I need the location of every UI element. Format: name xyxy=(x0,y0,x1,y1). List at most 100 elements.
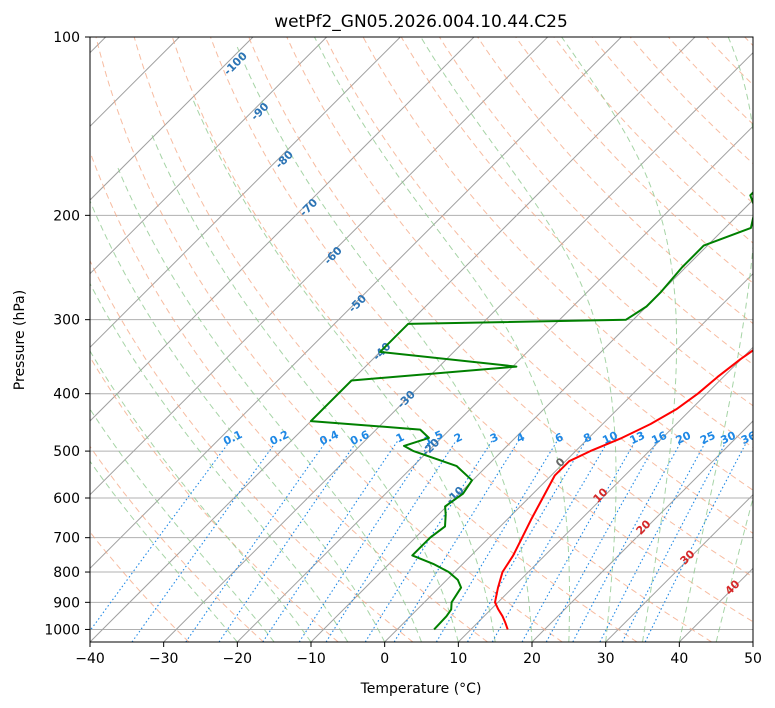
dry-adiabat-line xyxy=(591,37,753,204)
moist-adiabat-label: 0 xyxy=(553,455,568,470)
dry-adiabat-line xyxy=(553,37,753,244)
isotherm-line xyxy=(90,37,622,570)
mixing-ratio-label: 0.6 xyxy=(348,428,371,448)
isotherm-line xyxy=(457,346,753,642)
moist-adiabat-line xyxy=(90,408,275,642)
y-tick-label: 1000 xyxy=(44,622,80,638)
mixing-ratio-label: 6 xyxy=(553,430,566,445)
y-tick-label: 500 xyxy=(53,444,80,460)
mixing-ratio-line xyxy=(644,440,748,642)
x-tick-label: −40 xyxy=(75,651,105,667)
isotherm-line xyxy=(90,37,401,349)
moist-adiabat-line xyxy=(117,167,422,642)
isotherm-line xyxy=(90,37,549,496)
mixing-ratio-label: 3 xyxy=(488,431,500,446)
background-lines xyxy=(90,37,753,642)
moist-adiabat-line xyxy=(90,199,386,642)
moist-adiabat-line xyxy=(314,37,571,642)
dry-adiabat-line xyxy=(400,37,753,407)
isotherm-line xyxy=(678,567,753,642)
mixing-ratio-line xyxy=(621,440,728,642)
mixing-ratio-line xyxy=(491,440,609,642)
mixing-ratio-line xyxy=(435,440,558,642)
y-axis-label: Pressure (hPa) xyxy=(12,290,28,390)
y-tick-label: 400 xyxy=(53,387,80,403)
x-tick-label: 20 xyxy=(523,651,541,667)
moist-adiabat-line xyxy=(752,640,753,642)
mixing-ratio-line xyxy=(298,440,432,642)
isotherm-line xyxy=(163,51,753,642)
moist-adiabat-line xyxy=(90,349,312,642)
mixing-ratio-label: 4 xyxy=(514,430,527,445)
moist-adiabat-line xyxy=(715,496,753,642)
dry-adiabat-line xyxy=(95,37,563,642)
dry-adiabat-line xyxy=(171,37,712,642)
moist-adiabat-line xyxy=(236,46,533,642)
moist-adiabat-label: 40 xyxy=(723,577,743,597)
y-tick-label: 900 xyxy=(53,595,80,611)
moist-adiabat-line xyxy=(561,37,678,642)
x-axis-label: Temperature (°C) xyxy=(360,681,482,697)
dry-adiabat-line xyxy=(90,150,488,642)
dry-adiabat-line xyxy=(90,259,414,642)
moist-adiabat-label: 10 xyxy=(591,485,611,505)
dry-adiabat-line xyxy=(90,531,190,642)
isotherm-line xyxy=(310,199,753,642)
dry-adiabat-line xyxy=(515,37,753,284)
mixing-ratio-line xyxy=(599,440,707,642)
mixing-ratio-label: 0.1 xyxy=(221,428,244,448)
dry-adiabat-line xyxy=(90,356,339,642)
moist-adiabat-line xyxy=(150,132,459,642)
dry-adiabat-line xyxy=(706,37,753,86)
x-tick-label: −20 xyxy=(223,651,253,667)
dry-adiabat-line xyxy=(477,37,753,325)
x-tick-label: 0 xyxy=(380,651,389,667)
isotherm-line xyxy=(605,493,753,642)
dry-adiabat-line xyxy=(248,37,753,578)
dry-adiabat-line xyxy=(629,37,753,165)
dry-adiabat-line xyxy=(362,37,753,449)
dry-adiabat-label: -10 xyxy=(444,484,467,507)
y-axis: 100 200 300 400 500 600 700 800 900 1000 xyxy=(44,30,90,638)
dry-adiabat-label: -50 xyxy=(346,292,369,315)
x-tick-label: 50 xyxy=(744,651,762,667)
mixing-ratio-line xyxy=(364,440,493,642)
mixing-ratio-line xyxy=(218,440,358,642)
y-tick-label: 100 xyxy=(53,30,80,46)
mixing-ratio-line xyxy=(262,440,399,642)
mixing-ratio-label: 1 xyxy=(394,431,406,446)
temperature-line xyxy=(494,349,753,630)
mixing-ratio-line xyxy=(90,440,231,632)
mixing-ratio-line xyxy=(521,440,637,642)
y-tick-label: 700 xyxy=(53,531,80,547)
isotherm-line xyxy=(90,37,254,201)
mixing-ratio-label: 36 xyxy=(739,429,759,447)
isotherm-line xyxy=(90,37,475,422)
dry-adiabat-line xyxy=(133,37,638,642)
mixing-ratio-label: 13 xyxy=(628,429,647,447)
x-tick-label: 40 xyxy=(670,651,688,667)
dewpoint-line xyxy=(309,191,753,631)
line-labels: 0.1 0.2 0.4 0.6 1 1.5 2 3 4 6 8 10 13 16 20 25 30 36-100-… xyxy=(221,49,759,597)
mixing-ratio-label: 20 xyxy=(674,429,694,447)
x-tick-label: 30 xyxy=(597,651,615,667)
mixing-ratio-label: 25 xyxy=(698,429,717,447)
isotherm-line xyxy=(384,272,753,642)
mixing-ratio-label: 30 xyxy=(718,429,738,447)
y-tick-label: 800 xyxy=(53,565,80,581)
mixing-ratio-line xyxy=(131,440,278,642)
dry-adiabat-line xyxy=(90,445,264,642)
x-tick-label: −10 xyxy=(296,651,326,667)
mixing-ratio-line xyxy=(393,440,520,642)
isotherm-line xyxy=(236,125,753,642)
mixing-ratio-label: 16 xyxy=(650,429,670,447)
x-axis: −40 −30 −20 −10 0 10 20 30 40 50 xyxy=(75,642,762,667)
moist-adiabat-label: 20 xyxy=(634,517,654,537)
mixing-ratio-line xyxy=(185,440,328,642)
y-tick-label: 300 xyxy=(53,313,80,329)
x-tick-label: −30 xyxy=(149,651,179,667)
mixing-ratio-line xyxy=(467,440,587,642)
isotherm-line xyxy=(531,420,753,642)
moist-adiabat-line xyxy=(420,37,617,642)
